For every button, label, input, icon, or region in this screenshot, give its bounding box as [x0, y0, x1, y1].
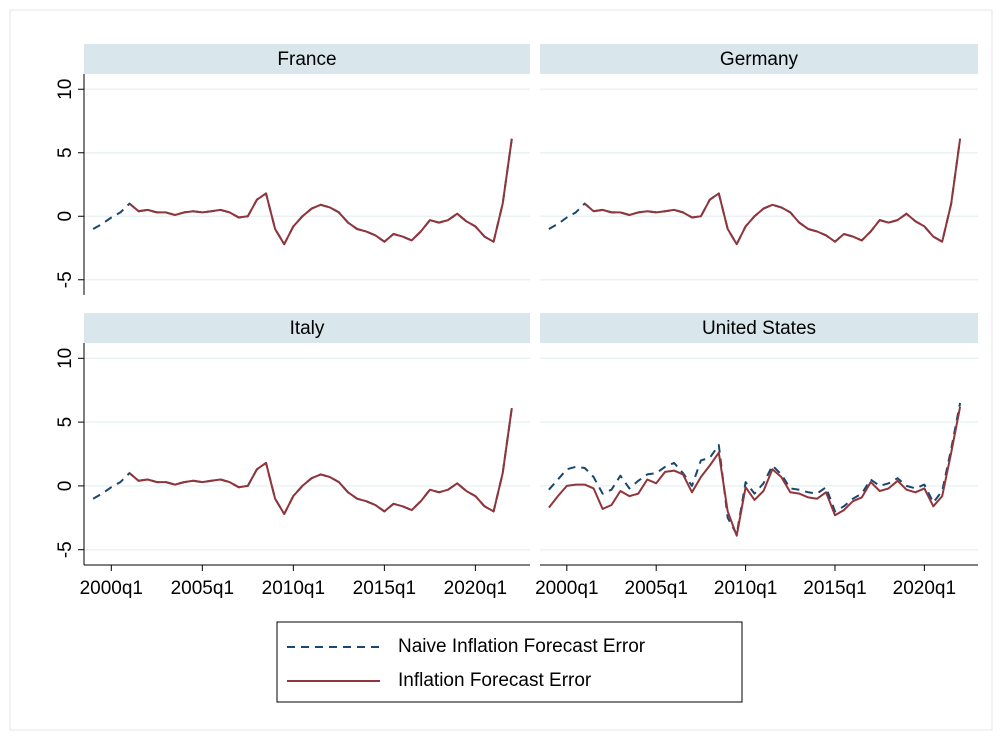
panel-title: France — [277, 49, 336, 70]
panel-title: United States — [702, 318, 816, 339]
y-tick-label: -5 — [55, 271, 76, 288]
x-tick-label: 2000q1 — [80, 578, 143, 599]
legend-label: Inflation Forecast Error — [398, 670, 592, 691]
x-tick-label: 2005q1 — [625, 578, 688, 599]
y-tick-label: 10 — [55, 79, 76, 100]
y-tick-label: 0 — [55, 211, 76, 222]
series-line — [128, 407, 513, 515]
legend-box — [276, 621, 743, 703]
panel-strip — [84, 313, 530, 343]
x-tick-label: 2010q1 — [714, 578, 777, 599]
panel-title: Italy — [290, 318, 325, 339]
x-tick-label: 2015q1 — [803, 578, 866, 599]
x-tick-label: 2000q1 — [535, 578, 598, 599]
legend-label: Naive Inflation Forecast Error — [398, 636, 646, 657]
y-tick-label: 0 — [55, 481, 76, 492]
y-tick-label: 5 — [55, 417, 76, 428]
series-line — [548, 402, 962, 536]
series-line — [584, 138, 962, 246]
y-tick-label: 5 — [55, 147, 76, 158]
x-tick-label: 2015q1 — [353, 578, 416, 599]
x-tick-label: 2005q1 — [171, 578, 234, 599]
x-tick-label: 2010q1 — [262, 578, 325, 599]
series-line — [128, 138, 513, 246]
panel-title: Germany — [720, 49, 799, 70]
y-tick-label: -5 — [55, 541, 76, 558]
panel-strip — [540, 313, 978, 343]
y-tick-label: 10 — [55, 348, 76, 369]
series-line — [548, 406, 962, 537]
panel-strip — [84, 44, 530, 74]
plot-frame — [9, 9, 993, 731]
panel-strip — [540, 44, 978, 74]
x-tick-label: 2020q1 — [893, 578, 956, 599]
x-tick-label: 2020q1 — [444, 578, 507, 599]
